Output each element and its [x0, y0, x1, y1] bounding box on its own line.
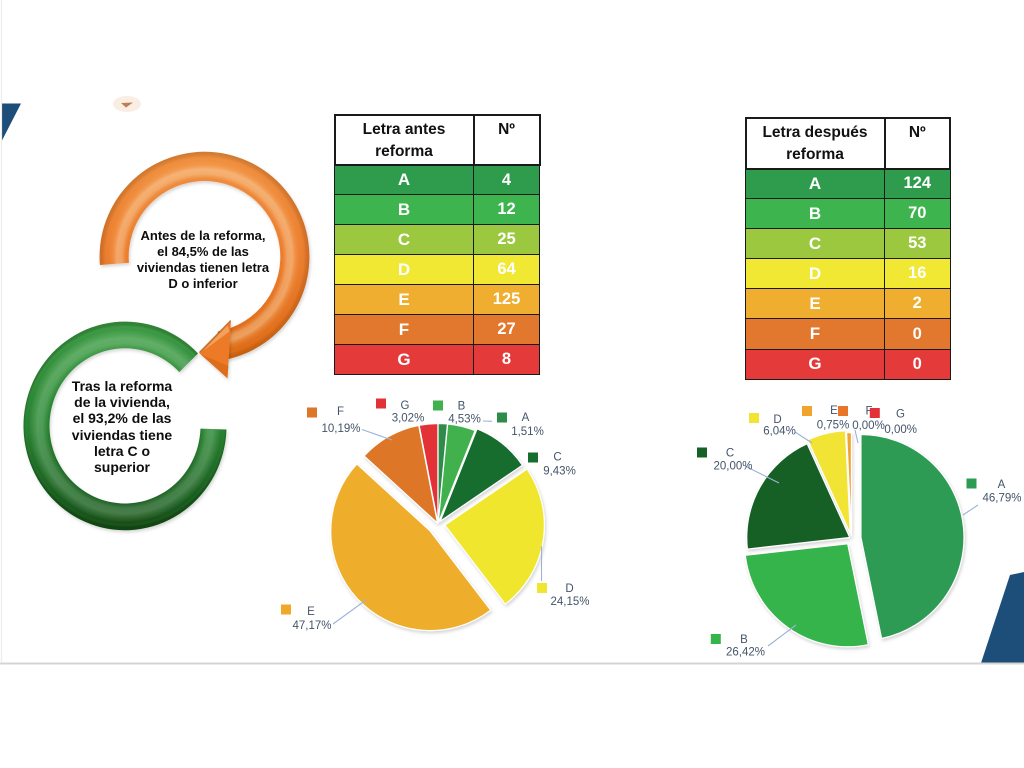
svg-text:24,15%: 24,15% — [550, 596, 589, 608]
svg-text:C: C — [726, 448, 734, 460]
svg-text:B: B — [740, 634, 748, 646]
svg-text:9,43%: 9,43% — [543, 466, 576, 478]
svg-text:46,79%: 46,79% — [982, 493, 1021, 505]
svg-text:F: F — [337, 406, 344, 418]
svg-text:E: E — [830, 405, 838, 417]
svg-text:E: E — [307, 606, 315, 618]
svg-text:D: D — [565, 583, 573, 595]
svg-text:0,00%: 0,00% — [852, 420, 885, 432]
svg-text:6,04%: 6,04% — [763, 426, 796, 438]
svg-text:A: A — [522, 412, 530, 424]
svg-text:0,00%: 0,00% — [884, 424, 917, 436]
svg-text:A: A — [998, 479, 1006, 491]
svg-text:26,42%: 26,42% — [726, 647, 765, 659]
svg-text:1,51%: 1,51% — [511, 426, 544, 438]
svg-text:F: F — [865, 406, 872, 418]
svg-text:0,75%: 0,75% — [817, 420, 850, 432]
svg-text:G: G — [401, 400, 410, 412]
svg-text:20,00%: 20,00% — [713, 461, 752, 473]
svg-text:D: D — [773, 414, 781, 426]
svg-text:4,53%: 4,53% — [448, 414, 481, 426]
svg-text:3,02%: 3,02% — [392, 413, 425, 425]
svg-text:B: B — [458, 401, 466, 413]
svg-text:G: G — [896, 409, 905, 421]
svg-text:10,19%: 10,19% — [321, 423, 360, 435]
svg-text:C: C — [553, 452, 561, 464]
svg-text:47,17%: 47,17% — [292, 620, 331, 632]
